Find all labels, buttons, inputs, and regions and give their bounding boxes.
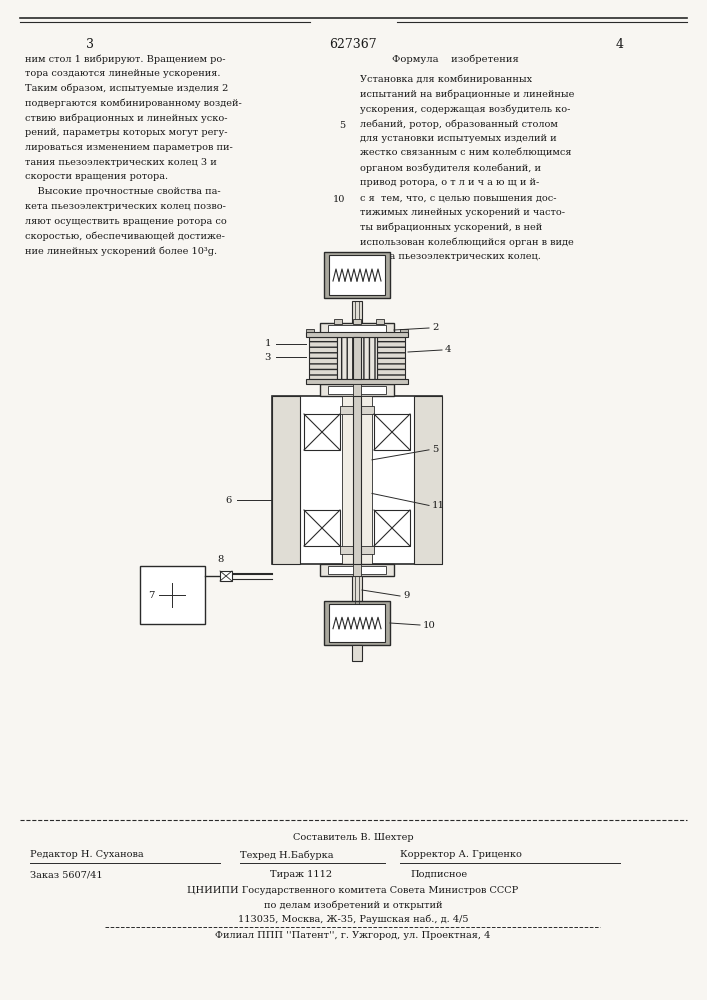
Bar (352, 576, 362, 604)
Bar (353, 384, 361, 396)
Bar (272, 396, 300, 564)
Text: Редактор Н. Суханова: Редактор Н. Суханова (30, 850, 144, 859)
Text: 7: 7 (148, 590, 154, 599)
Bar (352, 645, 362, 661)
Bar (400, 329, 408, 332)
Text: 3: 3 (264, 353, 271, 361)
Bar (306, 329, 314, 332)
Text: пакета пьезоэлектрических колец.: пакета пьезоэлектрических колец. (360, 252, 541, 261)
Text: ляют осуществить вращение ротора со: ляют осуществить вращение ротора со (25, 217, 227, 226)
Bar (304, 510, 340, 546)
Text: тора создаются линейные ускорения.: тора создаются линейные ускорения. (25, 69, 221, 78)
Text: Подписное: Подписное (410, 870, 467, 879)
Text: 4: 4 (616, 38, 624, 51)
Text: подвергаются комбинированному воздей-: подвергаются комбинированному воздей- (25, 98, 242, 108)
Bar (374, 510, 410, 546)
Bar (374, 414, 410, 450)
Bar (340, 406, 374, 414)
Bar (334, 319, 342, 324)
Text: для установки испытуемых изделий и: для установки испытуемых изделий и (360, 134, 556, 143)
Text: скорости вращения ротора.: скорости вращения ротора. (25, 172, 168, 181)
Text: ним стол 1 вибрируют. Вращением ро-: ним стол 1 вибрируют. Вращением ро- (25, 54, 226, 64)
Text: Заказ 5607/41: Заказ 5607/41 (30, 870, 103, 879)
Bar (414, 396, 442, 564)
Text: тижимых линейных ускорений и часто-: тижимых линейных ускорений и часто- (360, 208, 565, 217)
Text: Корректор А. Гриценко: Корректор А. Гриценко (400, 850, 522, 859)
Bar (309, 337, 337, 379)
Bar (140, 566, 205, 624)
Bar (352, 301, 362, 323)
Text: лебаний, ротор, образованный столом: лебаний, ротор, образованный столом (360, 119, 558, 129)
Bar (376, 319, 384, 324)
Bar (304, 414, 340, 450)
Bar (320, 323, 394, 337)
Text: рений, параметры которых могут регу-: рений, параметры которых могут регу- (25, 128, 228, 137)
Text: скоростью, обеспечивающей достиже-: скоростью, обеспечивающей достиже- (25, 232, 225, 241)
Text: 5: 5 (432, 445, 438, 454)
Text: 627367: 627367 (329, 38, 377, 51)
Text: 4: 4 (445, 346, 452, 355)
Text: ние линейных ускорений более 10³ɡ.: ние линейных ускорений более 10³ɡ. (25, 246, 217, 256)
Text: 8: 8 (217, 556, 223, 564)
Text: 9: 9 (403, 591, 409, 600)
Text: жестко связанным с ним колеблющимся: жестко связанным с ним колеблющимся (360, 149, 571, 158)
Text: привод ротора, о т л и ч а ю щ и й-: привод ротора, о т л и ч а ю щ и й- (360, 178, 539, 187)
Text: ЦНИИПИ Государственного комитета Совета Министров СССР: ЦНИИПИ Государственного комитета Совета … (187, 886, 519, 895)
Bar (306, 332, 408, 337)
Bar (353, 319, 361, 324)
Bar (353, 564, 361, 576)
Bar (306, 379, 408, 384)
Text: использован колеблющийся орган в виде: использован колеблющийся орган в виде (360, 238, 574, 247)
Bar (340, 546, 374, 554)
Bar (324, 601, 390, 645)
Text: 3: 3 (86, 38, 94, 51)
Text: Филиал ППП ''Патент'', г. Ужгород, ул. Проектная, 4: Филиал ППП ''Патент'', г. Ужгород, ул. П… (216, 931, 491, 940)
Text: Составитель В. Шехтер: Составитель В. Шехтер (293, 833, 414, 842)
Text: 1: 1 (264, 340, 271, 349)
Bar (329, 604, 385, 642)
Text: Формула    изобретения: Формула изобретения (392, 54, 518, 64)
Bar (272, 396, 442, 564)
Text: 5: 5 (339, 121, 345, 130)
Text: кета пьезоэлектрических колец позво-: кета пьезоэлектрических колец позво- (25, 202, 226, 211)
Text: 10: 10 (332, 195, 345, 204)
Bar (324, 252, 390, 298)
Text: 2: 2 (432, 324, 438, 332)
Text: ускорения, содержащая возбудитель ко-: ускорения, содержащая возбудитель ко- (360, 104, 571, 114)
Bar (337, 337, 377, 379)
Text: органом возбудителя колебаний, и: органом возбудителя колебаний, и (360, 164, 541, 173)
Bar (320, 564, 394, 576)
Text: Техред Н.Бабурка: Техред Н.Бабурка (240, 850, 334, 859)
Text: 11: 11 (432, 501, 445, 510)
Bar (342, 396, 372, 564)
Text: ты вибрационных ускорений, в ней: ты вибрационных ускорений, в ней (360, 223, 542, 232)
Text: по делам изобретений и открытий: по делам изобретений и открытий (264, 900, 443, 910)
Text: испытаний на вибрационные и линейные: испытаний на вибрационные и линейные (360, 90, 574, 99)
Bar (377, 337, 405, 379)
Bar (353, 337, 361, 379)
Bar (220, 571, 232, 581)
Text: Установка для комбинированных: Установка для комбинированных (360, 75, 532, 84)
Text: Тираж 1112: Тираж 1112 (270, 870, 332, 879)
Text: Таким образом, испытуемые изделия 2: Таким образом, испытуемые изделия 2 (25, 84, 228, 93)
Bar (353, 396, 361, 564)
Text: тания пьезоэлектрических колец 3 и: тания пьезоэлектрических колец 3 и (25, 158, 217, 167)
Text: 10: 10 (423, 620, 436, 630)
Text: лироваться изменением параметров пи-: лироваться изменением параметров пи- (25, 143, 233, 152)
Text: с я  тем, что, с целью повышения дос-: с я тем, что, с целью повышения дос- (360, 193, 556, 202)
Text: ствию вибрационных и линейных уско-: ствию вибрационных и линейных уско- (25, 113, 228, 123)
Text: 113035, Москва, Ж-35, Раушская наб., д. 4/5: 113035, Москва, Ж-35, Раушская наб., д. … (238, 914, 468, 924)
Bar (329, 255, 385, 295)
Bar (328, 386, 386, 394)
Bar (328, 325, 386, 335)
Bar (320, 384, 394, 396)
Text: 6: 6 (226, 496, 232, 505)
Text: Высокие прочностные свойства па-: Высокие прочностные свойства па- (25, 187, 221, 196)
Bar (328, 566, 386, 574)
